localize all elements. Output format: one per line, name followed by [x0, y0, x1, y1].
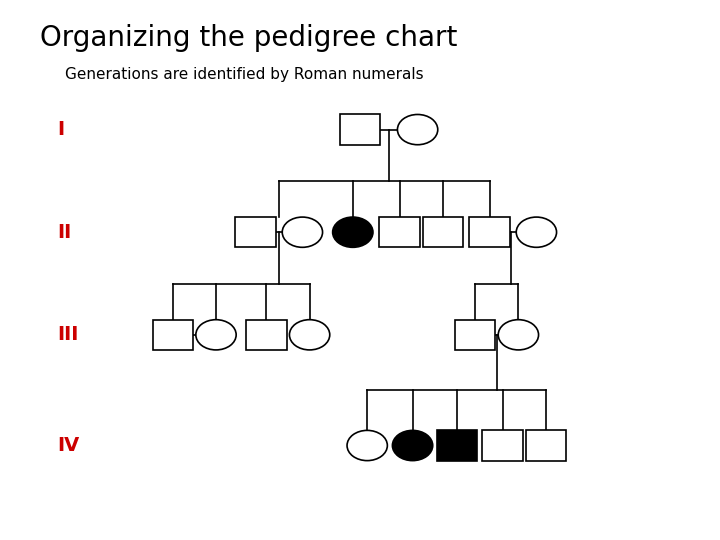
Bar	[437, 430, 477, 461]
Bar	[455, 320, 495, 350]
Bar	[153, 320, 193, 350]
Text: Generations are identified by Roman numerals: Generations are identified by Roman nume…	[65, 68, 423, 83]
Circle shape	[392, 430, 433, 461]
Circle shape	[289, 320, 330, 350]
Text: III: III	[58, 325, 79, 345]
Circle shape	[397, 114, 438, 145]
Circle shape	[282, 217, 323, 247]
Circle shape	[516, 217, 557, 247]
Circle shape	[196, 320, 236, 350]
Circle shape	[333, 217, 373, 247]
Bar	[246, 320, 287, 350]
Bar	[469, 217, 510, 247]
Bar	[379, 217, 420, 247]
Bar	[526, 430, 566, 461]
Text: II: II	[58, 222, 72, 242]
Text: IV: IV	[58, 436, 80, 455]
Circle shape	[498, 320, 539, 350]
Circle shape	[347, 430, 387, 461]
Bar	[235, 217, 276, 247]
Bar	[482, 430, 523, 461]
Text: Organizing the pedigree chart: Organizing the pedigree chart	[40, 24, 457, 52]
Text: I: I	[58, 120, 65, 139]
Bar	[340, 114, 380, 145]
Bar	[423, 217, 463, 247]
